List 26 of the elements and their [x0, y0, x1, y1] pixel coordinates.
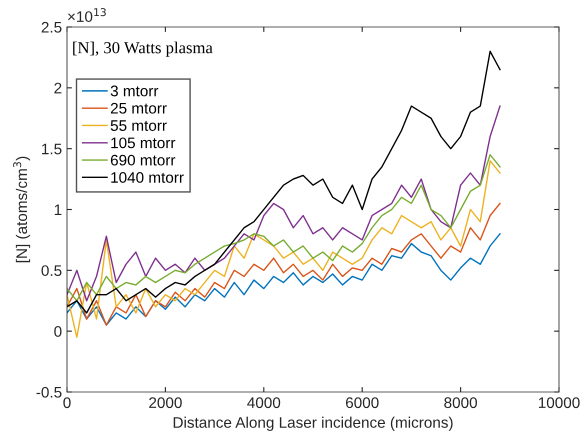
line-series	[67, 202, 501, 326]
line-series	[67, 154, 501, 302]
y-tick-label: 0	[54, 326, 62, 337]
x-tick-label: 6000	[346, 397, 379, 408]
y-tick-label: 2	[54, 82, 62, 94]
legend-label: 3 mtorr	[110, 86, 158, 96]
legend-label: 55 mtorr	[110, 120, 167, 131]
x-tick-label: 0	[63, 397, 71, 408]
legend-label: 1040 mtorr	[111, 172, 184, 183]
x-axis-title: Distance Along Laser incidence (microns)	[174, 416, 453, 431]
y-tick-label: 1.5	[42, 144, 62, 154]
legend-label: 690 mtorr	[110, 154, 176, 166]
x-tick-label: 8000	[444, 397, 477, 408]
x-tick-label: 2000	[149, 397, 182, 408]
y-tick-label: 0.5	[42, 265, 62, 276]
legend-label: 105 mtorr	[111, 137, 176, 148]
y-tick-label: 1	[54, 204, 62, 216]
y-tick-label: 2.5	[42, 22, 62, 33]
x-tick-label: 4000	[247, 397, 280, 408]
text: [N], 30 Watts plasma	[73, 42, 213, 57]
line-series	[67, 233, 501, 326]
y-axis-title: [N] (atoms/cm$^{3}$)	[13, 156, 30, 262]
x-tick-label: 10000	[538, 397, 580, 408]
text: ×10$^{13}$	[68, 8, 106, 22]
legend-label: 25 mtorr	[110, 102, 167, 114]
y-tick-label: -0.5	[36, 386, 62, 398]
